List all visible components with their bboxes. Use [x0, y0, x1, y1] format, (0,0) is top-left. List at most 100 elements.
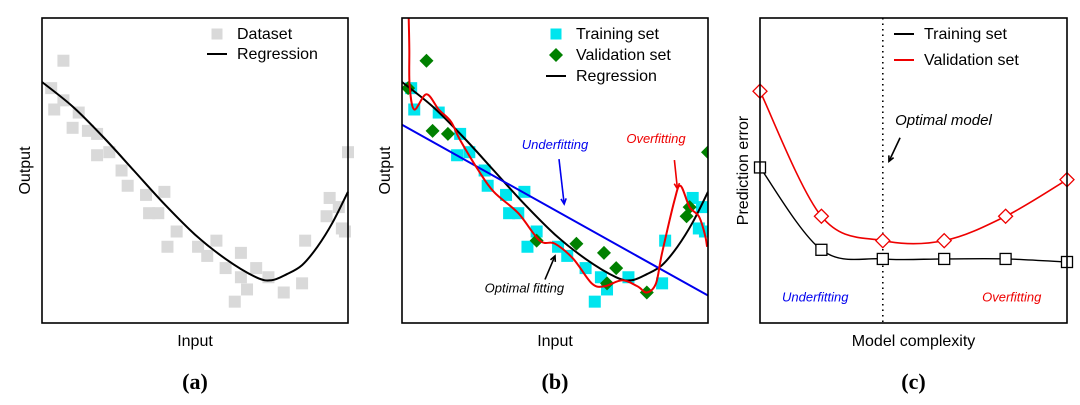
panel-b-legend-square-marker [550, 28, 562, 40]
validation-error-point [997, 208, 1014, 225]
dataset-point [192, 240, 205, 253]
dataset-point [277, 286, 290, 299]
panel-b-x-axis-label: Input [537, 333, 573, 350]
underfitting-arrow [558, 159, 567, 206]
dataset-point [158, 185, 171, 198]
panel-b-y-axis-label: Output [377, 146, 394, 195]
overfitting-annotation: Overfitting [626, 131, 686, 146]
panel-c-plot-area [752, 18, 1075, 323]
panel-b-legend-label: Training set [576, 26, 660, 43]
dataset-point [91, 127, 104, 140]
dataset-point [152, 207, 165, 220]
optimal-fitting-annotation: Optimal fitting [485, 281, 565, 296]
validation-point [440, 126, 455, 141]
dataset-point [299, 234, 312, 247]
panel-b-caption: (b) [542, 369, 569, 394]
dataset-point [296, 277, 309, 290]
training-error-point [876, 252, 889, 266]
panel-a-legend-label: Dataset [237, 26, 293, 43]
dataset-point [57, 54, 70, 67]
panel-b-frame [401, 17, 709, 324]
dataset-point [66, 121, 79, 134]
panel-a-y-axis-label: Output [17, 146, 34, 195]
overfitting-arrow-shaft [673, 159, 679, 189]
optimal-fitting-arrow [544, 254, 557, 280]
underfitting-line [402, 123, 708, 297]
validation-point [701, 145, 708, 160]
optimal-model-arrow [888, 137, 901, 164]
panel-a-legend-item-1: Regression [207, 46, 318, 63]
underfitting-region-label: Underfitting [782, 290, 849, 305]
dataset-point [210, 234, 223, 247]
validation-point [529, 233, 544, 248]
panel-a-frame [41, 17, 349, 324]
panel-b-legend: Training set Validation set Regression [546, 26, 671, 85]
dataset-point [121, 179, 134, 192]
panel-c-legend-label: Validation set [924, 52, 1019, 69]
regression-line [41, 81, 349, 282]
panel-c-legend-label: Training set [924, 26, 1008, 43]
optimal-model-arrow-head [888, 155, 895, 164]
dataset-point [234, 246, 247, 259]
panel-b-legend-diamond-marker [549, 48, 563, 62]
panel-b-plot-area [402, 18, 708, 308]
dataset-point [338, 225, 351, 238]
underfitting-annotation: Underfitting [522, 137, 589, 152]
validation-error-point [874, 232, 891, 249]
panel-c-legend-item-1: Validation set [894, 52, 1019, 69]
panel-a-legend-label: Regression [237, 46, 318, 63]
training-error-point [999, 252, 1012, 266]
panel-b-legend-item-1: Validation set [549, 47, 671, 64]
panel-b-legend-label: Regression [576, 68, 657, 85]
panel-c-caption: (c) [901, 369, 925, 394]
optimal-model-arrow-shaft [888, 137, 901, 162]
dataset-point [201, 249, 214, 262]
training-point [521, 240, 534, 253]
validation-point [569, 236, 584, 251]
training-error-point [938, 252, 951, 266]
dataset-point [234, 271, 247, 284]
panel-c-frame [759, 17, 1068, 324]
dataset-point [170, 225, 183, 238]
panel-a-legend-square-marker [211, 28, 223, 40]
validation-point [609, 261, 624, 276]
panel-a: Input Output Dataset Regression (a) [17, 17, 354, 394]
dataset-point [115, 164, 128, 177]
dataset-point [143, 207, 156, 220]
underfitting-arrow-shaft [558, 159, 565, 205]
validation-point [596, 245, 611, 260]
panel-a-legend: Dataset Regression [207, 26, 318, 63]
dataset-point [103, 146, 116, 159]
panel-c-y-axis-label: Prediction error [735, 115, 752, 225]
overfitting-region-label: Overfitting [982, 290, 1042, 305]
training-point [588, 295, 601, 308]
overfitting-arrow [673, 159, 681, 191]
training-point [500, 188, 513, 201]
panel-a-legend-item-0: Dataset [211, 26, 293, 43]
validation-error-point [813, 208, 830, 225]
dataset-point [161, 240, 174, 253]
panel-b: Input Output Training set Validation set R… [377, 17, 709, 394]
panel-b-legend-label: Validation set [576, 47, 671, 64]
panel-c-legend: Training set Validation set [894, 26, 1019, 69]
training-point [561, 249, 574, 262]
dataset-point [140, 188, 153, 201]
optimal-fitting-arrow-head [549, 254, 557, 262]
dataset-point [81, 124, 94, 137]
panel-a-caption: (a) [182, 369, 208, 394]
panel-c-legend-item-0: Training set [894, 26, 1008, 43]
training-error-curve [759, 166, 1068, 263]
optimal-model-annotation: Optimal model [895, 112, 992, 129]
overfitting-arrow-head [673, 182, 681, 191]
panel-a-x-axis-label: Input [177, 333, 213, 350]
dataset-point [323, 191, 336, 204]
dataset-point [241, 283, 254, 296]
panel-a-plot-area [41, 54, 354, 308]
validation-error-point [936, 232, 953, 249]
validation-point [419, 53, 434, 68]
optimal-regression-line [402, 81, 708, 282]
optimal-fitting-arrow-shaft [544, 255, 556, 280]
training-point [503, 207, 516, 220]
underfitting-arrow-head [560, 198, 567, 206]
